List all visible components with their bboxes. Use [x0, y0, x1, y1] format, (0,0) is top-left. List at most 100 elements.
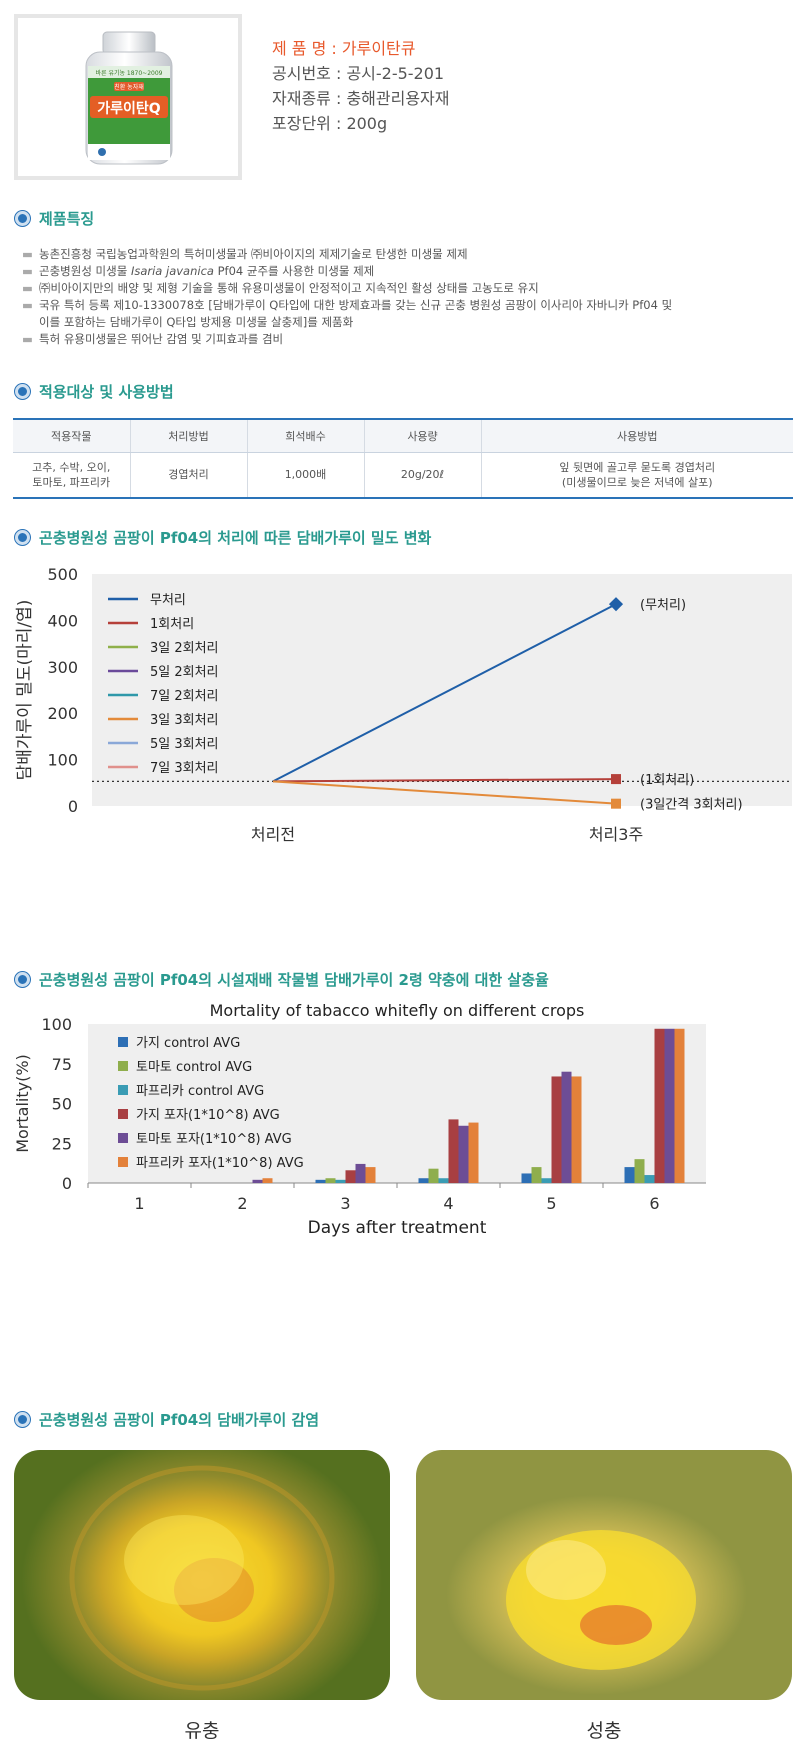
- species-name: Isaria javanica: [130, 264, 214, 278]
- legend-label: 토마토 control AVG: [136, 1060, 252, 1075]
- y-tick-label: 75: [52, 1055, 72, 1074]
- section-title-text: 적용대상 및 사용방법: [39, 383, 174, 401]
- x-tick-label: 처리3주: [589, 825, 643, 844]
- legend-label: 파프리카 control AVG: [136, 1084, 264, 1099]
- y-tick-label: 300: [47, 658, 78, 677]
- legend-label: 5일 3회처리: [150, 737, 219, 752]
- bottle-top-text: 바른 유기농 1870~2009: [96, 69, 163, 77]
- bar: [541, 1178, 552, 1183]
- legend-label: 5일 2회처리: [150, 665, 219, 680]
- usage-table: 적용작물 처리방법 희석배수 사용량 사용방법 고추, 수박, 오이, 토마토, …: [13, 418, 793, 499]
- x-tick-label: 1: [134, 1194, 144, 1213]
- legend-swatch: [118, 1133, 128, 1143]
- legend-label: 7일 3회처리: [150, 761, 219, 776]
- y-tick-label: 50: [52, 1095, 72, 1114]
- circle-bullet-icon: [15, 530, 30, 545]
- section-title-text: 곤충병원성 곰팡이 Pf04의 처리에 따른 담배가루이 밀도 변화: [39, 529, 432, 547]
- dash-bullet-icon: ▬: [22, 332, 33, 346]
- chart-title: Mortality of tabacco whitefly on differe…: [210, 1001, 585, 1020]
- data-label: (3일간격 3회처리): [640, 798, 743, 813]
- x-tick-label: 2: [237, 1194, 247, 1213]
- legend-label: 가지 control AVG: [136, 1036, 240, 1051]
- table-cell-dilution: 1,000배: [246, 452, 364, 499]
- series-line: [272, 603, 617, 783]
- y-axis-label: Mortality(%): [13, 1054, 32, 1153]
- data-point-marker: [611, 774, 621, 785]
- product-type: 자재종류 : 충해관리용자재: [272, 89, 450, 108]
- bottle-tag-text: 친환 농자재: [114, 83, 144, 91]
- infected-adult-photo: [416, 1450, 792, 1700]
- bar: [365, 1167, 376, 1183]
- dash-bullet-icon: ▬: [22, 247, 33, 261]
- series-line: [272, 778, 617, 783]
- legend-label: 3일 2회처리: [150, 641, 219, 656]
- data-label: (1회처리): [640, 773, 694, 788]
- list-item: ▬ 곤충병원성 미생물 Isaria javanica Pf04 균주를 사용한 …: [22, 264, 375, 278]
- bar: [468, 1122, 479, 1183]
- bar: [458, 1125, 469, 1183]
- bottle-label-text: 가루이탄Q: [97, 100, 161, 117]
- x-tick-label: 5: [546, 1194, 556, 1213]
- product-registration: 공시번호 : 공시-2-5-201: [272, 64, 445, 83]
- table-cell-method: 경엽처리: [129, 452, 247, 499]
- bar: [634, 1159, 645, 1183]
- table-row: 고추, 수박, 오이, 토마토, 파프리카 경엽처리 1,000배 20g/20ℓ…: [13, 452, 793, 499]
- y-tick-label: 25: [52, 1134, 72, 1153]
- table-header: 사용방법: [480, 418, 793, 453]
- section-title-features: 제품특징: [15, 208, 94, 229]
- table-cell-crop: 고추, 수박, 오이, 토마토, 파프리카: [13, 452, 130, 499]
- adult-caption: 성충: [586, 1720, 622, 1742]
- table-header: 사용량: [363, 418, 481, 453]
- circle-bullet-icon: [15, 972, 30, 987]
- section-title-density-chart: 곤충병원성 곰팡이 Pf04의 처리에 따른 담배가루이 밀도 변화: [15, 527, 431, 548]
- larva-caption: 유충: [184, 1720, 220, 1742]
- data-point-marker: [611, 798, 621, 809]
- y-tick-label: 100: [47, 751, 78, 770]
- plot-area: [88, 1024, 706, 1183]
- section-title-infection: 곤충병원성 곰팡이 Pf04의 담배가루이 감염: [15, 1409, 319, 1430]
- list-item: ▬ 농촌진흥청 국립농업과학원의 특허미생물과 ㈜비아이지의 제제기술로 탄생한 …: [22, 247, 468, 261]
- x-tick-label: 3: [340, 1194, 350, 1213]
- bar: [521, 1173, 532, 1183]
- product-info: 제 품 명 : 가루이탄큐 공시번호 : 공시-2-5-201 자재종류 : 충…: [272, 36, 449, 136]
- bar: [448, 1119, 459, 1183]
- bar: [438, 1178, 449, 1183]
- bar: [355, 1163, 366, 1183]
- x-tick-label: 처리전: [251, 825, 295, 844]
- legend-label: 1회처리: [150, 617, 194, 632]
- product-bottle-image: 바른 유기농 1870~2009 친환 농자재 가루이탄Q: [85, 31, 173, 165]
- bar: [315, 1179, 326, 1183]
- y-tick-label: 400: [47, 611, 78, 630]
- circle-bullet-icon: [15, 1412, 30, 1427]
- legend-label: 가지 포자(1*10^8) AVG: [136, 1108, 280, 1123]
- y-tick-label: 0: [68, 797, 78, 816]
- bar: [262, 1178, 273, 1183]
- bar: [664, 1028, 675, 1183]
- data-label: (무처리): [640, 598, 686, 613]
- bar: [674, 1028, 685, 1183]
- bar: [418, 1178, 429, 1183]
- plot-area: [92, 574, 792, 806]
- bar: [345, 1170, 356, 1183]
- list-item: ▬ ㈜비아이지만의 배양 및 제형 기술을 통해 유용미생물이 안정적이고 지속적…: [22, 281, 539, 295]
- legend-label: 무처리: [150, 593, 186, 608]
- series-line: [272, 780, 617, 805]
- dash-bullet-icon: ▬: [22, 264, 33, 278]
- list-item: ▬ 국유 특허 등록 제10-1330078호 [담배가루이 Q타입에 대한 방제…: [22, 298, 673, 329]
- bar: [252, 1179, 263, 1183]
- product-image: 바른 유기농 1870~2009 친환 농자재 가루이탄Q: [14, 14, 242, 180]
- section-title-usage: 적용대상 및 사용방법: [15, 381, 174, 402]
- y-tick-label: 200: [47, 704, 78, 723]
- adult-photo-texture: [506, 1530, 696, 1670]
- table-cell-amount: 20g/20ℓ: [363, 452, 481, 499]
- dash-bullet-icon: ▬: [22, 281, 33, 295]
- legend-label: 파프리카 포자(1*10^8) AVG: [136, 1156, 304, 1171]
- legend-label: 7일 2회처리: [150, 689, 219, 704]
- section-title-text: 곤충병원성 곰팡이 Pf04의 시설재배 작물별 담배가루이 2령 약충에 대한…: [39, 971, 549, 989]
- product-name: 제 품 명 : 가루이탄큐: [272, 39, 416, 58]
- table-header: 적용작물: [13, 418, 130, 453]
- product-package: 포장단위 : 200g: [272, 114, 388, 133]
- legend-swatch: [118, 1085, 128, 1095]
- density-line-chart: 0 100 200 300 400 500 담배가루이 밀도(마리/엽) 처리전 처리3주 (무처…: [15, 565, 792, 844]
- x-tick-label: 6: [649, 1194, 659, 1213]
